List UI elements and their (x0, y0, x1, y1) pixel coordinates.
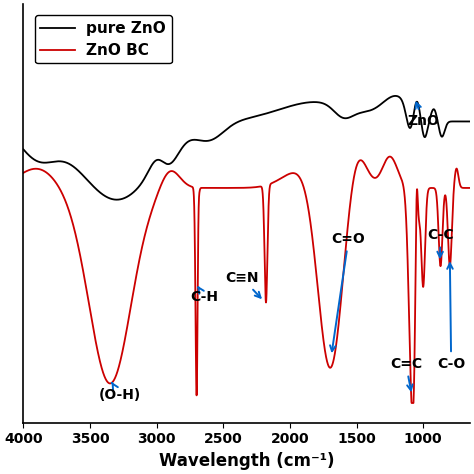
X-axis label: Wavelength (cm⁻¹): Wavelength (cm⁻¹) (159, 452, 334, 470)
pure ZnO (467, 118, 473, 124)
pure ZnO (114, 197, 119, 202)
Line: pure ZnO: pure ZnO (24, 96, 470, 200)
ZnO BC (288, 171, 294, 176)
ZnO BC (191, 198, 197, 203)
Text: C-C: C-C (427, 228, 454, 257)
pure ZnO (102, 193, 108, 199)
pure ZnO (191, 137, 197, 143)
ZnO BC (102, 374, 108, 379)
pure ZnO (21, 146, 27, 152)
ZnO BC (21, 170, 27, 175)
Text: (O-H): (O-H) (98, 383, 140, 402)
pure ZnO (354, 111, 359, 117)
Text: C≡N: C≡N (225, 271, 261, 298)
Text: C=O: C=O (330, 232, 365, 351)
pure ZnO (392, 93, 398, 99)
ZnO BC (409, 400, 414, 406)
Line: ZnO BC: ZnO BC (24, 156, 470, 403)
ZnO BC (467, 185, 473, 191)
ZnO BC (387, 154, 392, 159)
Text: ZnO: ZnO (407, 103, 439, 128)
Text: C=C: C=C (390, 357, 422, 390)
pure ZnO (388, 94, 393, 100)
pure ZnO (288, 103, 294, 109)
Legend: pure ZnO, ZnO BC: pure ZnO, ZnO BC (35, 15, 172, 64)
ZnO BC (354, 164, 359, 169)
Text: C-H: C-H (191, 287, 219, 304)
pure ZnO (311, 99, 317, 105)
ZnO BC (388, 154, 393, 160)
Text: C-O: C-O (437, 263, 465, 371)
ZnO BC (311, 247, 317, 253)
